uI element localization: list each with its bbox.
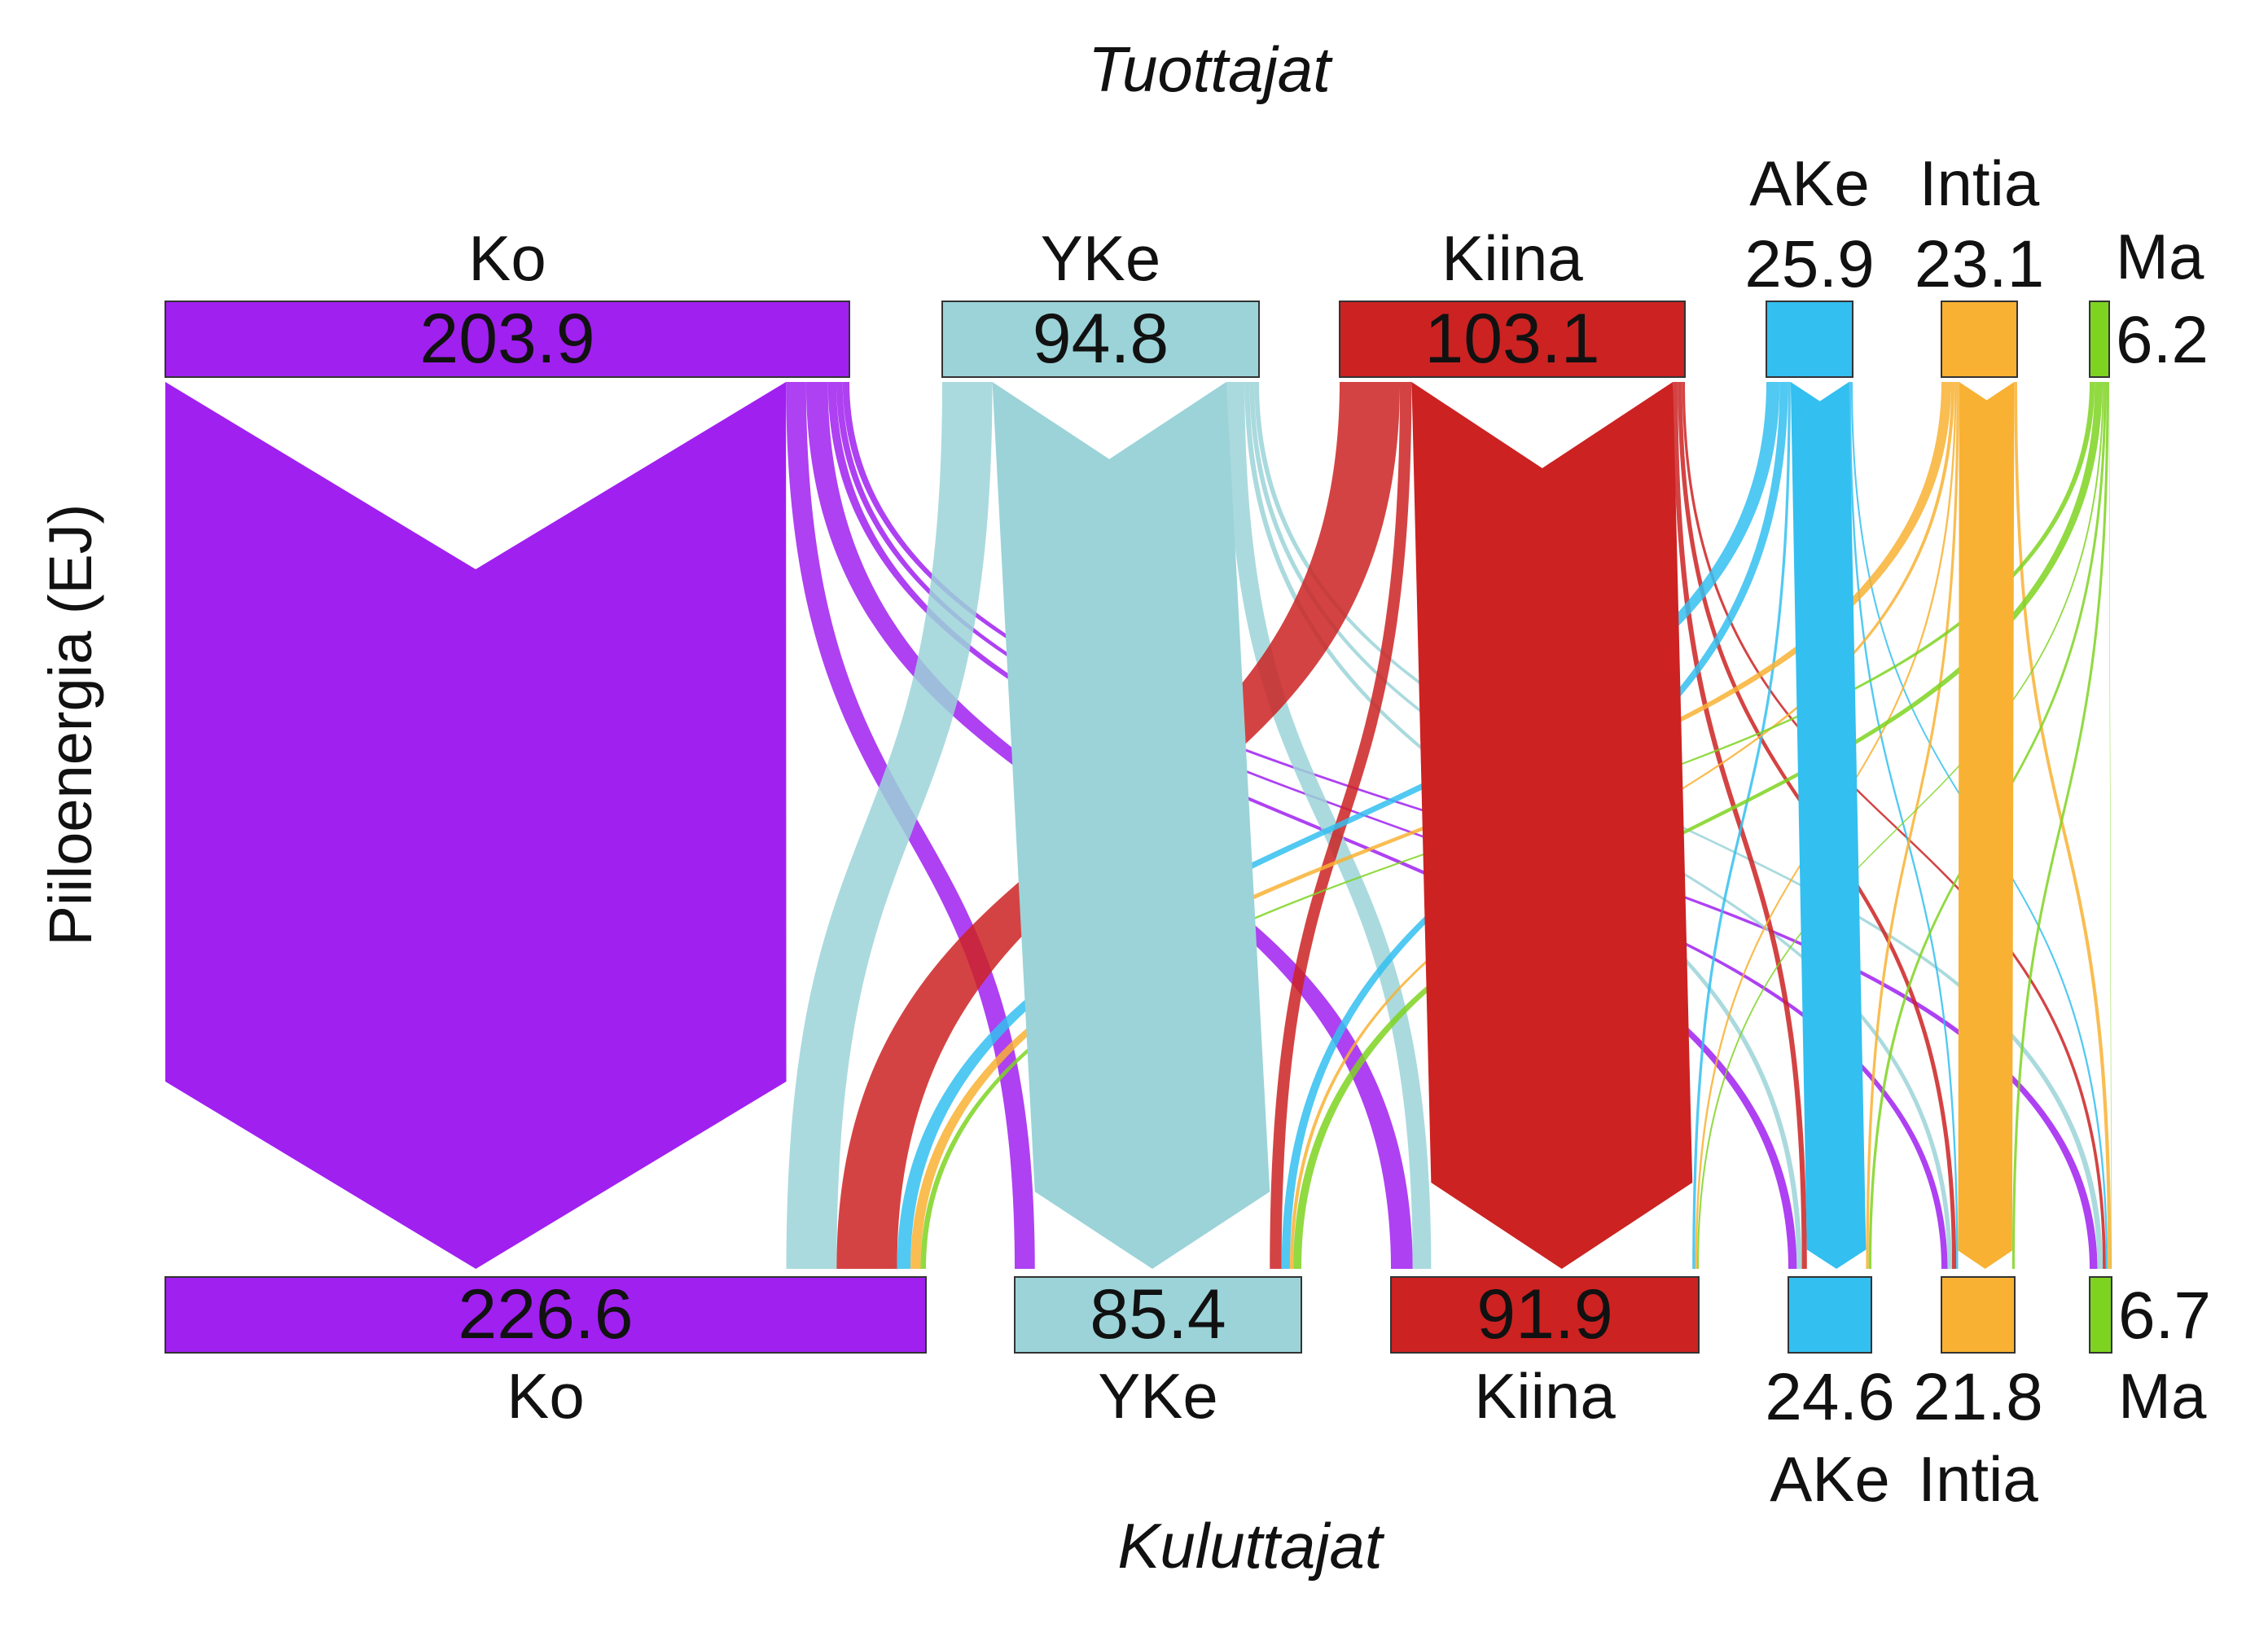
producer-label-kiina: Kiina [1441, 222, 1583, 294]
producer-value-intia: 23.1 [1915, 227, 2045, 301]
producer-bar-ko [165, 301, 850, 378]
flow-ake-to-kiina [1692, 382, 1791, 1269]
consumer-label-ko: Ko [507, 1360, 584, 1432]
consumer-label-ma: Ma [2118, 1360, 2207, 1432]
flow-ma-to-yke [1293, 382, 2103, 1269]
flow-intia-to-ake [1866, 382, 1959, 1269]
flow-intia-to-intia [1958, 382, 2015, 1269]
consumer-value-yke: 85.4 [1090, 1275, 1226, 1354]
flow-kiina-to-ma [1682, 382, 2106, 1269]
flow-ake-to-ko [897, 382, 1780, 1269]
producer-value-yke: 94.8 [1033, 300, 1169, 378]
consumer-bar-yke [1014, 1276, 1302, 1354]
producer-value-ko: 203.9 [419, 300, 594, 378]
flow-yke-to-ko [786, 382, 993, 1269]
producer-bar-ma [2089, 301, 2110, 378]
flow-kiina-to-kiina [1411, 382, 1693, 1269]
producer-bar-intia [1941, 301, 2018, 378]
consumer-value-ma: 6.7 [2118, 1279, 2211, 1353]
flow-ko-to-ake [827, 382, 1797, 1270]
nodes-layer [165, 301, 2112, 1354]
flow-ko-to-ko [165, 382, 787, 1269]
producer-label-ake: AKe [1749, 147, 1869, 219]
consumer-label-ake: AKe [1770, 1443, 1889, 1515]
consumer-bar-ko [165, 1276, 927, 1354]
consumer-bar-ake [1788, 1276, 1872, 1354]
flow-kiina-to-ake [1673, 382, 1807, 1269]
consumer-value-ake: 24.6 [1765, 1360, 1895, 1434]
flow-ma-to-intia [2011, 382, 2109, 1269]
producer-label-yke: YKe [1041, 222, 1160, 294]
flow-ake-to-ake [1790, 382, 1867, 1269]
consumer-value-kiina: 91.9 [1476, 1275, 1612, 1354]
producer-value-ma: 6.2 [2116, 303, 2209, 377]
flow-ake-to-intia [1849, 382, 1959, 1269]
flow-ma-to-kiina [1696, 382, 2104, 1269]
producer-value-ake: 25.9 [1744, 227, 1875, 301]
producer-bar-yke [941, 301, 1260, 378]
consumer-label-intia: Intia [1918, 1443, 2038, 1515]
flow-ko-to-intia [836, 381, 1948, 1269]
flow-ma-to-ma [2108, 382, 2112, 1269]
consumer-value-intia: 21.8 [1913, 1360, 2043, 1434]
producer-label-ko: Ko [468, 222, 546, 294]
y-axis-label: Piiloenergia (EJ) [37, 504, 104, 946]
consumer-bar-kiina [1390, 1276, 1700, 1354]
consumer-value-ko: 226.6 [458, 1275, 633, 1354]
producer-value-kiina: 103.1 [1424, 300, 1599, 378]
flow-yke-to-yke [992, 382, 1270, 1269]
consumer-label-kiina: Kiina [1474, 1360, 1616, 1432]
flows-layer [165, 381, 2112, 1270]
producer-label-ma: Ma [2116, 221, 2204, 292]
chart-title-consumers: Kuluttajat [1117, 1510, 1385, 1582]
flow-intia-to-ma [2014, 382, 2112, 1269]
consumer-bar-intia [1941, 1276, 2016, 1354]
producer-label-intia: Intia [1919, 147, 2040, 219]
consumer-label-yke: YKe [1098, 1360, 1217, 1432]
flow-yke-to-kiina [1226, 382, 1432, 1269]
consumer-bar-ma [2089, 1276, 2112, 1354]
producer-bar-ake [1766, 301, 1853, 378]
producer-bar-kiina [1339, 301, 1686, 378]
chart-title-producers: Tuottajat [1088, 33, 1333, 105]
